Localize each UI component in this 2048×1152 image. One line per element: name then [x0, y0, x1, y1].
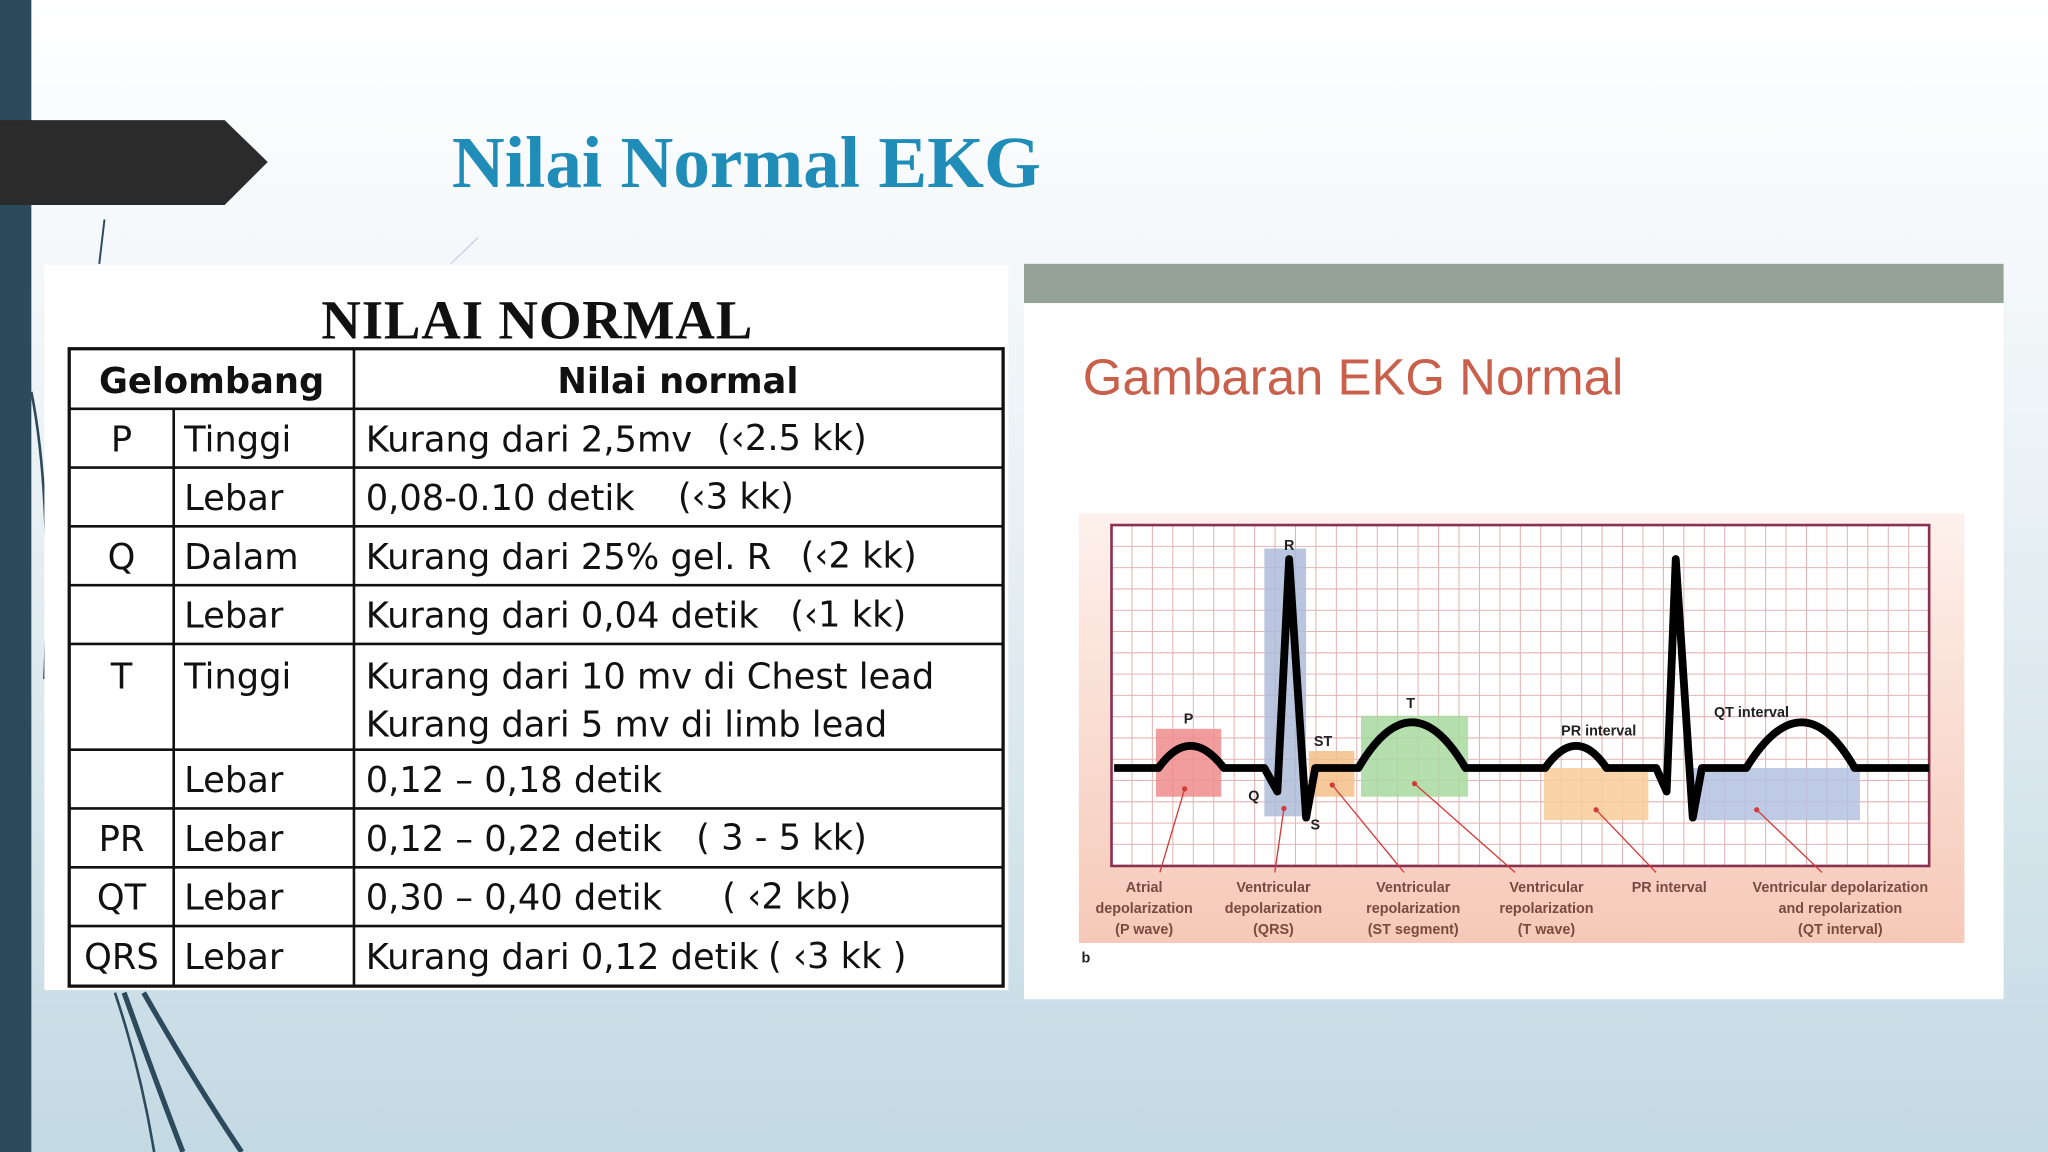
caption: Ventricular: [1376, 880, 1451, 896]
value-cell: Kurang dari 2,5mv: [366, 419, 692, 460]
wave-label: QT interval: [1714, 705, 1789, 721]
caption: (T wave): [1518, 922, 1576, 938]
value-cell: Kurang dari 10 mv di Chest lead: [366, 656, 935, 697]
wave-cell: Q: [108, 537, 136, 578]
note-cell: (‹3 kk): [678, 477, 794, 518]
header-cell: Gelombang: [99, 361, 324, 402]
note-cell: (‹2.5 kk): [717, 418, 867, 459]
note-cell: (‹2 kk): [801, 536, 917, 577]
ekg-labels: P R Q S ST T PR interval QT interval Atrial depol…: [1081, 538, 1928, 967]
table-title: NILAI NORMAL: [321, 289, 752, 350]
table-border: [67, 347, 1005, 988]
measure-cell: Lebar: [184, 760, 284, 801]
caption: and repolarization: [1778, 901, 1902, 917]
wave-cell: QT: [97, 878, 147, 919]
wave-label: S: [1310, 817, 1320, 833]
measure-cell: Lebar: [184, 878, 284, 919]
value-cell: Kurang dari 25% gel. R: [366, 537, 772, 578]
panel-label: b: [1081, 951, 1090, 967]
title-arrow: [0, 120, 268, 206]
measure-cell: Lebar: [184, 478, 284, 519]
value-cell: 0,12 – 0,22 detik: [366, 819, 663, 860]
measure-cell: Dalam: [184, 537, 298, 578]
caption: Atrial: [1126, 880, 1163, 896]
measure-cell: Lebar: [184, 937, 284, 978]
table: Gelombang Nilai normal P Tinggi Kurang dari …: [67, 347, 1005, 988]
caption: Ventricular depolarization: [1753, 880, 1929, 896]
measure-cell: Tinggi: [183, 656, 291, 697]
value-cell: Kurang dari 0,12 detik: [366, 937, 760, 978]
wave-cell: QRS: [84, 937, 159, 978]
wave-label: R: [1284, 538, 1295, 554]
slide-title: Nilai Normal EKG: [452, 122, 1041, 203]
wave-label: P: [1184, 712, 1194, 728]
wave-label: PR interval: [1561, 723, 1636, 739]
caption: Ventricular: [1509, 880, 1584, 896]
ekg-frame: [1110, 523, 1931, 868]
caption: repolarization: [1499, 901, 1593, 917]
caption: Ventricular: [1236, 880, 1311, 896]
figure-header-bar: [1024, 263, 2004, 304]
measure-cell: Lebar: [184, 819, 284, 860]
wave-cell: P: [111, 419, 132, 460]
caption: (P wave): [1115, 922, 1173, 938]
leader-dots: [1182, 781, 1760, 813]
measure-cell: Tinggi: [183, 419, 291, 460]
leader-lines: [1159, 783, 1823, 873]
caption: PR interval: [1632, 880, 1707, 896]
caption: (QT interval): [1798, 922, 1883, 938]
wave-label: T: [1406, 696, 1415, 712]
caption: depolarization: [1095, 901, 1192, 917]
note-cell: ( ‹2 kb): [722, 876, 851, 917]
value-cell: Kurang dari 5 mv di limb lead: [366, 705, 888, 746]
wave-cell: PR: [99, 819, 145, 860]
note-cell: ( ‹3 kk ): [768, 936, 906, 977]
ekg-trace: [1114, 555, 1930, 822]
wave-label: Q: [1248, 789, 1259, 805]
table-image: [44, 265, 1009, 991]
value-cell: Kurang dari 0,04 detik: [366, 596, 760, 637]
caption: repolarization: [1366, 901, 1460, 917]
measure-cell: Lebar: [184, 596, 284, 637]
figure-title: Gambaran EKG Normal: [1083, 348, 1624, 405]
note-cell: ( 3 - 5 kk): [696, 818, 867, 859]
note-cell: (‹1 kk): [790, 594, 906, 635]
header-cell: Nilai normal: [557, 361, 798, 402]
value-cell: 0,08-0.10 detik: [366, 478, 636, 519]
wave-cell: T: [110, 656, 133, 697]
caption: depolarization: [1225, 901, 1322, 917]
value-cell: 0,12 – 0,18 detik: [366, 760, 663, 801]
wave-label: ST: [1314, 734, 1333, 750]
caption: (QRS): [1253, 922, 1294, 938]
value-cell: 0,30 – 0,40 detik: [366, 878, 663, 919]
caption: (ST segment): [1368, 922, 1459, 938]
